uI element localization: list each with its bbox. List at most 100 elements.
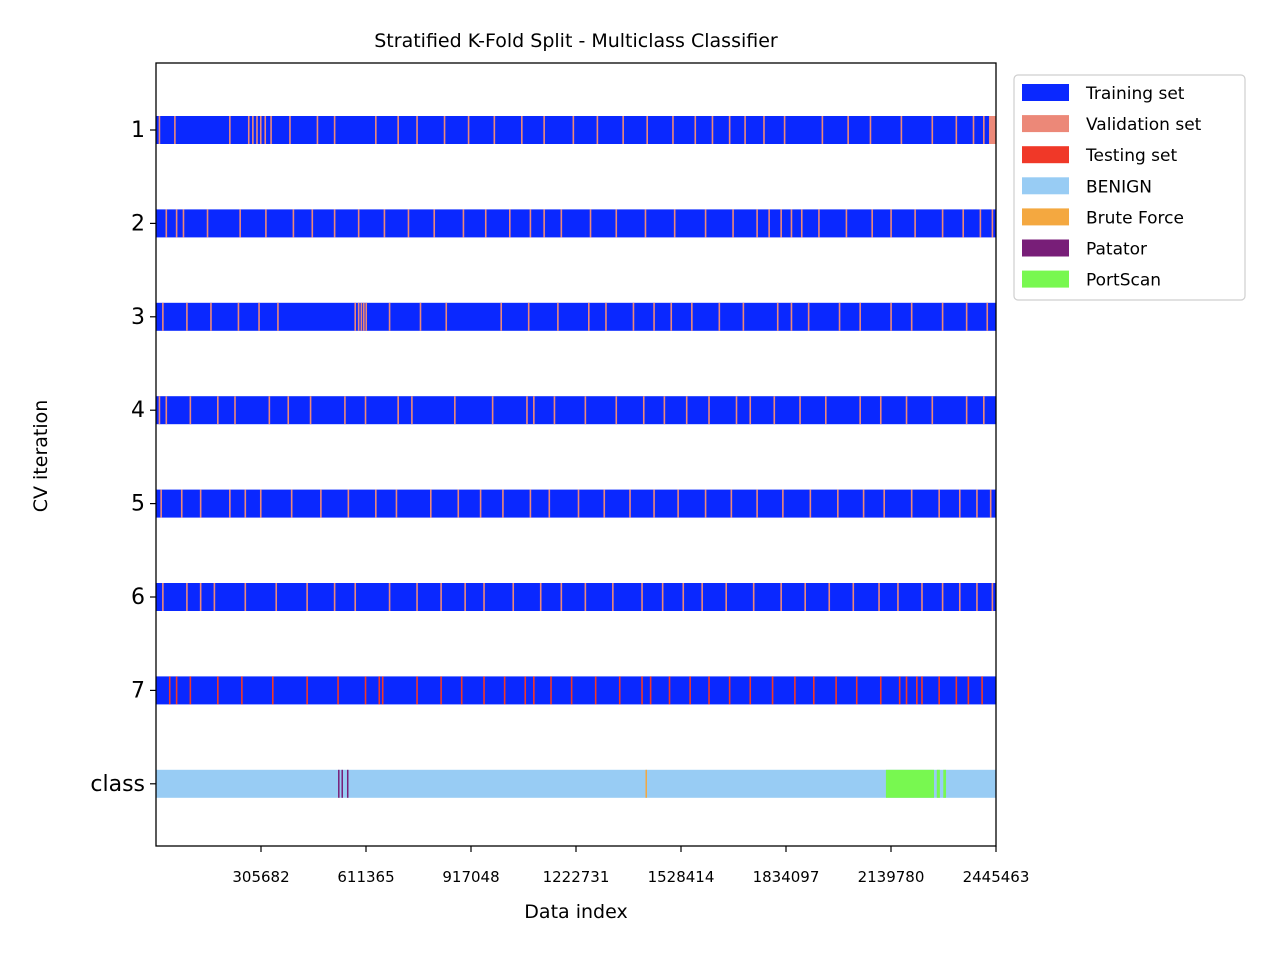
testing-index-mark (271, 676, 274, 705)
validation-index-mark (958, 583, 961, 611)
validation-index-mark (467, 116, 470, 144)
portscan-segment (943, 769, 947, 798)
training-set-segment (156, 676, 996, 705)
validation-index-mark (484, 209, 487, 238)
validation-index-mark (584, 396, 587, 425)
validation-index-mark (976, 583, 978, 611)
validation-index-mark (311, 209, 314, 238)
validation-index-mark (160, 489, 162, 518)
validation-index-mark (259, 489, 262, 518)
validation-index-mark (407, 209, 410, 238)
fold-row-7 (156, 676, 996, 705)
testing-index-mark (649, 676, 652, 705)
validation-index-mark (306, 583, 308, 611)
validation-index-mark (557, 302, 559, 331)
validation-index-mark (644, 209, 647, 238)
x-axis: 305682 611365 917048 1222731 1528414 1834097 2… (232, 846, 1029, 886)
validation-index-mark (941, 583, 944, 611)
validation-index-mark (910, 489, 913, 518)
testing-index-mark (938, 676, 940, 705)
validation-index-mark (869, 116, 872, 144)
validation-index-mark (941, 302, 944, 331)
training-set-segment (156, 583, 996, 611)
validation-index-mark (560, 583, 563, 611)
portscan-segment (936, 769, 940, 798)
y-tick-label: 3 (131, 305, 145, 330)
validation-index-mark (694, 116, 697, 144)
testing-index-mark (835, 676, 837, 705)
validation-index-mark (229, 116, 231, 144)
validation-index-mark (521, 116, 523, 144)
testing-index-mark (524, 676, 527, 705)
testing-index-mark (416, 676, 418, 705)
validation-index-mark (646, 116, 648, 144)
validation-index-mark (464, 583, 466, 611)
validation-index-mark (234, 396, 236, 425)
validation-index-mark (838, 302, 841, 331)
validation-index-mark (543, 116, 545, 144)
validation-index-mark (612, 583, 614, 611)
validation-index-mark (897, 583, 899, 611)
validation-index-mark (217, 396, 219, 425)
validation-index-mark (174, 116, 176, 144)
validation-index-mark (553, 396, 556, 425)
validation-index-mark (239, 209, 241, 238)
training-set-segment (156, 489, 996, 518)
testing-index-mark (594, 676, 597, 705)
testing-index-mark (440, 676, 442, 705)
validation-index-mark (265, 209, 267, 238)
validation-index-mark (725, 583, 727, 611)
validation-index-mark (653, 302, 655, 331)
validation-index-mark (375, 489, 377, 518)
validation-index-mark (264, 116, 267, 144)
validation-index-mark (701, 583, 703, 611)
validation-index-mark (416, 116, 418, 144)
testing-index-mark (175, 676, 178, 705)
legend-item: Validation set (1022, 115, 1202, 135)
testing-index-mark (728, 676, 731, 705)
fold-row-1 (156, 116, 996, 144)
testing-index-mark (618, 676, 621, 705)
validation-index-mark (589, 209, 592, 238)
validation-index-mark (783, 116, 786, 144)
validation-index-mark (983, 396, 985, 425)
training-set-segment (156, 209, 996, 238)
validation-index-mark (879, 396, 882, 425)
validation-index-mark (411, 396, 413, 425)
validation-index-mark (502, 489, 504, 518)
validation-index-mark (175, 209, 178, 238)
validation-index-mark (809, 489, 812, 518)
validation-index-mark (622, 116, 624, 144)
legend-label: PortScan (1086, 271, 1161, 291)
validation-index-mark (333, 583, 336, 611)
validation-index-mark (189, 396, 192, 425)
validation-index-mark (890, 209, 892, 238)
validation-index-mark (527, 302, 530, 331)
y-tick-label: 1 (131, 118, 145, 143)
validation-index-mark (347, 489, 350, 518)
testing-index-mark (503, 676, 506, 705)
validation-index-mark (180, 489, 183, 518)
validation-index-mark (277, 302, 279, 331)
y-tick-label: 4 (131, 398, 145, 423)
validation-index-mark (316, 116, 319, 144)
testing-index-mark (898, 676, 901, 705)
validation-index-mark (704, 209, 707, 238)
validation-index-mark (752, 583, 755, 611)
validation-index-mark (756, 489, 758, 518)
validation-index-mark (790, 209, 793, 238)
validation-index-mark (931, 116, 934, 144)
legend-swatch (1022, 239, 1069, 257)
testing-index-mark (641, 676, 643, 705)
validation-index-mark (309, 396, 312, 425)
legend-swatch (1022, 270, 1069, 288)
validation-index-mark (588, 302, 590, 331)
validation-index-mark (206, 209, 209, 238)
training-set-segment (156, 302, 996, 331)
testing-index-mark (483, 676, 485, 705)
validation-index-mark (354, 302, 357, 331)
validation-index-mark (799, 396, 801, 425)
validation-index-mark (976, 489, 978, 518)
validation-index-mark (529, 489, 532, 518)
